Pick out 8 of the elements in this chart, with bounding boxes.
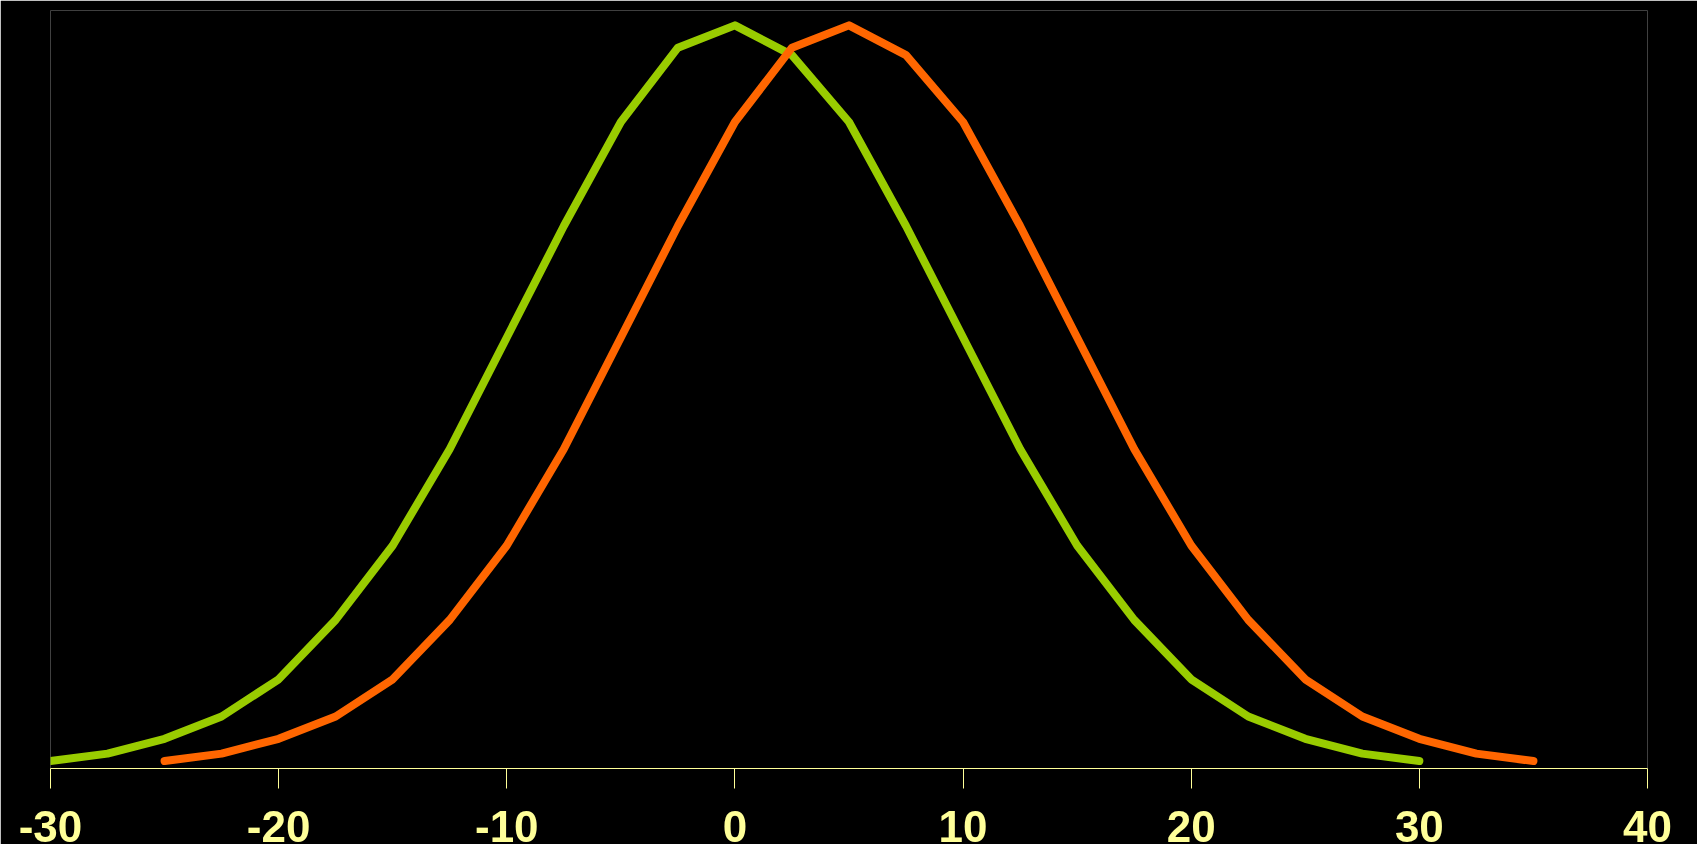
x-tick-label: -30 — [18, 801, 83, 844]
x-tick-label: -20 — [246, 801, 311, 844]
x-tick-label: 40 — [1623, 801, 1672, 844]
x-tick-label: 10 — [938, 801, 988, 844]
x-tick-label: 20 — [1166, 801, 1216, 844]
x-tick-label: -10 — [474, 801, 539, 844]
x-tick-label: 30 — [1394, 801, 1444, 844]
x-tick-label: 0 — [722, 801, 748, 844]
